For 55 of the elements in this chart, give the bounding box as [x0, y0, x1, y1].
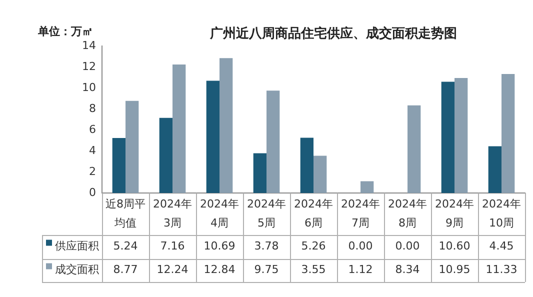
bar	[454, 78, 468, 193]
bar	[488, 146, 502, 193]
bar	[126, 100, 139, 193]
bar	[360, 181, 374, 193]
data-label: 12.24	[156, 263, 188, 276]
data-label: 5.24	[113, 240, 138, 253]
x-tick-label: 近8周平均值	[106, 197, 146, 230]
bar	[314, 156, 327, 193]
x-tick-label: 2024年8周	[388, 197, 427, 230]
y-tick-label: 2	[89, 164, 96, 178]
x-tick-label: 2024年5周	[247, 197, 286, 230]
x-tick-label: 2024年9周	[435, 197, 474, 230]
bar	[112, 138, 126, 193]
bar	[408, 105, 421, 193]
bar	[253, 153, 266, 193]
y-axis-title: 单位：万㎡	[37, 24, 93, 38]
data-label: 10.69	[204, 240, 236, 253]
x-tick-label: 2024年4周	[200, 197, 239, 230]
x-tick-label: 2024年6周	[294, 197, 333, 230]
data-label: 9.75	[254, 263, 279, 276]
bar	[159, 118, 172, 193]
data-label: 11.33	[486, 263, 518, 276]
y-tick-label: 10	[82, 80, 96, 94]
data-label: 0.00	[395, 240, 420, 253]
bar	[502, 74, 515, 193]
y-tick-label: 8	[89, 102, 96, 115]
x-tick-label: 2024年3周	[153, 197, 192, 230]
bar	[220, 58, 233, 193]
x-tick-label: 2024年10周	[482, 197, 521, 230]
x-tick-label: 2024年7周	[341, 197, 380, 230]
y-tick-label: 12	[82, 60, 96, 73]
bar	[266, 90, 280, 193]
data-label: 1.12	[348, 263, 373, 276]
data-label: 7.16	[160, 240, 185, 253]
bar	[206, 80, 220, 193]
y-tick-label: 6	[89, 122, 96, 136]
data-label: 3.78	[254, 240, 279, 253]
data-label: 10.60	[438, 240, 470, 253]
bar	[172, 64, 186, 193]
data-label: 3.55	[301, 263, 326, 276]
data-label: 0.00	[348, 240, 373, 253]
data-label: 4.45	[489, 240, 514, 253]
y-tick-label: 4	[89, 144, 96, 157]
data-label: 8.34	[395, 263, 420, 276]
y-tick-label: 14	[82, 38, 96, 52]
data-label: 5.26	[301, 240, 326, 253]
data-label: 12.84	[204, 263, 236, 276]
chart-title: 广州近八周商品住宅供应、成交面积走势图	[209, 25, 457, 42]
bar	[300, 138, 314, 193]
legend-label: 供应面积	[55, 240, 99, 253]
bar	[441, 82, 454, 193]
y-tick-label: 0	[89, 186, 96, 199]
data-label: 8.77	[113, 263, 138, 276]
data-label: 10.95	[438, 263, 470, 276]
legend-label: 成交面积	[55, 263, 99, 276]
